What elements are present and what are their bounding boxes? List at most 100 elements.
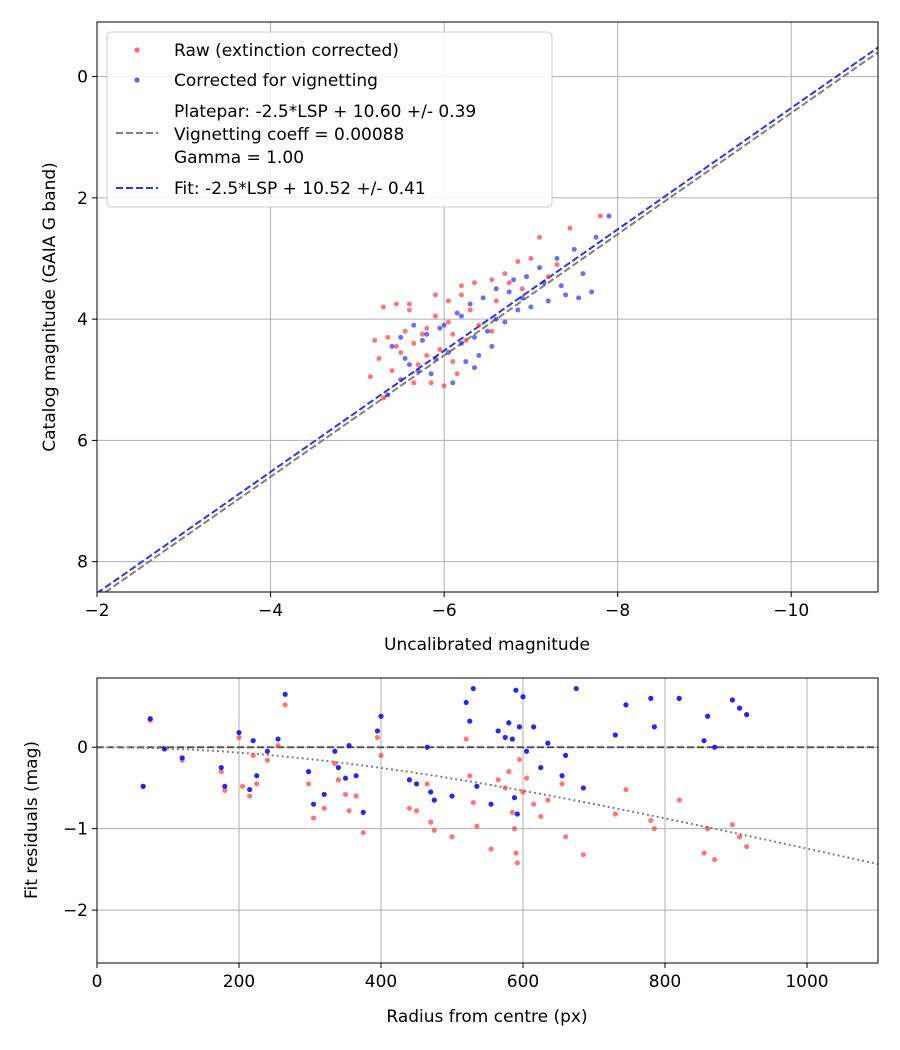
- top-raw-point: [376, 356, 382, 362]
- bottom-corrected-point: [513, 687, 519, 693]
- bottom-corrected-point: [305, 769, 312, 775]
- top-raw-point: [476, 322, 482, 328]
- bottom-raw-point: [413, 808, 420, 814]
- bottom-raw-point: [523, 775, 530, 781]
- bottom-raw-point: [651, 826, 657, 832]
- bottom-raw-point: [449, 834, 455, 840]
- bottom-raw-point: [744, 843, 750, 850]
- bottom-raw-point: [342, 791, 349, 798]
- top-corrected-point: [537, 265, 543, 271]
- bottom-raw-point: [335, 777, 341, 783]
- bottom-corrected-point: [222, 783, 228, 789]
- top-y-tick-label: 6: [77, 431, 88, 451]
- top-raw-point: [445, 319, 451, 325]
- top-x-tick-label: −10: [773, 601, 809, 621]
- top-raw-point: [458, 283, 464, 289]
- top-raw-point: [367, 374, 373, 380]
- top-corrected-point: [432, 356, 438, 362]
- bottom-raw-point: [531, 801, 537, 807]
- bottom-raw-point: [559, 781, 565, 787]
- bottom-corrected-point: [360, 809, 366, 815]
- top-fit-lines: [97, 46, 878, 592]
- bottom-y-tick-label: −1: [63, 820, 88, 840]
- bottom-axis-ticks: 0 200 400 600 800 1000 −2 −1 0: [63, 738, 829, 992]
- top-raw-point: [545, 274, 551, 280]
- top-corrected-point: [580, 271, 586, 277]
- bottom-corrected-point: [474, 783, 480, 789]
- bottom-corrected-point: [406, 777, 412, 783]
- bottom-corrected-point: [612, 732, 618, 738]
- bottom-corrected-point: [563, 752, 569, 758]
- bottom-raw-point: [310, 815, 317, 821]
- bottom-corrected-point: [264, 748, 270, 754]
- bottom-corrected-point: [346, 742, 352, 749]
- top-corrected-point: [571, 246, 577, 252]
- top-corrected-point: [398, 377, 404, 383]
- bottom-raw-point: [705, 826, 711, 832]
- bottom-corrected-point: [250, 738, 256, 744]
- bottom-corrected-point: [676, 695, 682, 701]
- top-raw-point: [428, 380, 434, 386]
- top-corrected-point: [419, 337, 425, 343]
- bottom-raw-point: [538, 813, 544, 820]
- top-x-tick-label: −6: [432, 601, 457, 621]
- bottom-raw-point: [275, 742, 281, 749]
- top-corrected-point: [415, 368, 421, 374]
- top-raw-point: [554, 262, 560, 268]
- top-corrected-point: [576, 295, 582, 301]
- top-corrected-point: [519, 295, 525, 301]
- top-raw-point: [515, 259, 521, 265]
- top-corrected-point: [476, 353, 482, 359]
- legend-platepar-label-1: Platepar: -2.5*LSP + 10.60 +/- 0.39: [174, 102, 476, 122]
- bottom-raw-point: [463, 736, 469, 742]
- top-raw-point: [489, 328, 495, 334]
- bottom-corrected-point: [247, 786, 253, 793]
- top-raw-point: [445, 298, 451, 304]
- bottom-raw-point: [712, 856, 718, 863]
- top-corrected-point: [463, 359, 469, 365]
- top-corrected-point: [458, 340, 464, 346]
- bottom-raw-point: [254, 781, 260, 787]
- top-corrected-point: [450, 380, 456, 386]
- top-raw-point: [402, 328, 408, 334]
- top-y-tick-label: 0: [77, 68, 88, 88]
- bottom-raw-point: [424, 781, 430, 787]
- top-raw-point: [424, 325, 430, 331]
- top-raw-point: [389, 368, 395, 374]
- bottom-raw-point: [612, 811, 618, 817]
- bottom-y-tick-label: 0: [77, 738, 88, 758]
- bottom-raw-point: [474, 823, 480, 829]
- top-corrected-point: [411, 322, 417, 328]
- bottom-corrected-point: [623, 702, 629, 708]
- bottom-raw-point: [511, 826, 518, 832]
- bottom-x-tick-label: 1000: [785, 972, 828, 992]
- top-corrected-point: [489, 343, 495, 349]
- top-raw-point: [406, 301, 412, 307]
- top-plot-frame: [96, 21, 879, 593]
- top-raw-point: [597, 213, 603, 219]
- bottom-corrected-point: [140, 783, 146, 789]
- bottom-corrected-point: [514, 811, 520, 817]
- bottom-corrected-point: [161, 746, 168, 752]
- bottom-raw-point: [332, 760, 338, 767]
- top-x-axis-label: Uncalibrated magnitude: [384, 635, 590, 655]
- bottom-raw-point: [520, 789, 526, 795]
- top-corrected-point: [445, 349, 451, 355]
- bottom-raw-point: [580, 852, 586, 858]
- bottom-corrected-point: [488, 801, 494, 807]
- top-corrected-point: [471, 365, 477, 371]
- bottom-corrected-point: [254, 773, 260, 779]
- bottom-corrected-point: [179, 755, 185, 761]
- bottom-corrected-point: [744, 712, 750, 718]
- bottom-raw-point: [495, 777, 501, 783]
- bottom-raw-point: [516, 756, 523, 763]
- bottom-corrected-point: [495, 728, 501, 734]
- top-fit-line: [97, 46, 878, 592]
- bottom-corrected-point: [470, 685, 476, 692]
- bottom-corrected-point: [431, 797, 437, 803]
- top-corrected-point: [480, 295, 486, 301]
- bottom-raw-point: [648, 817, 654, 824]
- top-raw-point: [467, 307, 473, 313]
- bottom-corrected-point: [424, 744, 430, 750]
- top-corrected-point: [541, 280, 547, 286]
